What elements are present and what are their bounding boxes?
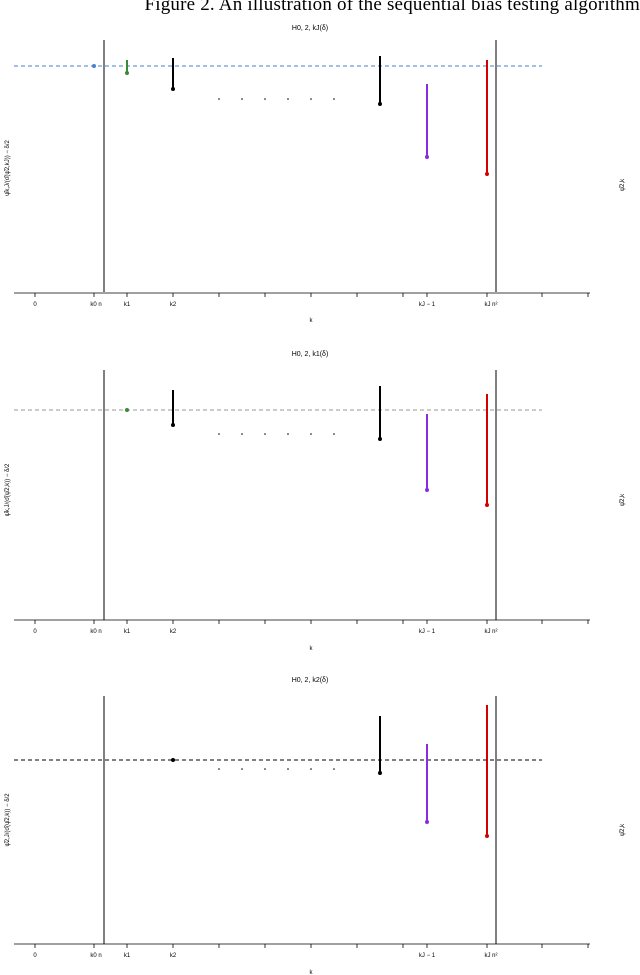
panel-2-tick-kJ: kJ n² (484, 629, 497, 635)
panel-3-tick-k1: k1 (124, 953, 131, 959)
panel-2-tick-0: 0 (33, 629, 37, 635)
panel-1-ellipsis (218, 98, 335, 100)
panel-2-point-kJ-2 (378, 437, 382, 441)
figure-caption: Figure 2. An illustration of the sequent… (144, 0, 640, 15)
panel-1: H0, 2, kJ(δ) 0 k0 n k1 (5, 25, 626, 324)
panel-1-point-k2 (171, 87, 175, 91)
panel-1-tick-k1: k1 (124, 302, 131, 308)
panel-2-point-kJ (485, 503, 489, 507)
panel-1-xlabel: k (310, 318, 314, 324)
panel-3-point-kJ-1 (425, 820, 429, 824)
panel-1-point-kJ (485, 172, 489, 176)
panel-3-start-dot (171, 758, 175, 762)
panel-3-tick-0: 0 (33, 953, 37, 959)
panel-1-tick-k0: k0 n (90, 302, 101, 308)
panel-2-start-dot (125, 408, 129, 412)
panel-3-right-label: ψ̂2,k (620, 823, 626, 836)
panel-1-point-k1 (125, 71, 129, 75)
panel-2-ellipsis (218, 433, 335, 435)
panel-2-tick-kJ-1: kJ − 1 (419, 629, 436, 635)
panel-3-xlabel: k (310, 970, 314, 975)
panel-1-point-kJ-1 (425, 155, 429, 159)
panel-3-point-kJ-2 (378, 771, 382, 775)
panel-3-title: H0, 2, k2(δ) (292, 677, 329, 684)
panel-3-tick-k0: k0 n (90, 953, 101, 959)
panel-2-point-k2 (171, 423, 175, 427)
panel-2-tick-k0: k0 n (90, 629, 101, 635)
panel-3-point-kJ (485, 834, 489, 838)
panel-1-tick-k2: k2 (170, 302, 177, 308)
panel-3-ylabel: ψ̂2,J/(σ̂(ψ̂2,k)) − δ/2 (5, 793, 11, 847)
panel-2-tick-k2: k2 (170, 629, 177, 635)
panel-1-tick-kJ-1: kJ − 1 (419, 302, 436, 308)
panel-1-right-label: ψ̂2,k (620, 178, 626, 191)
panel-3-ellipsis (218, 768, 335, 770)
panel-1-start-dot (92, 64, 96, 68)
panel-2-title: H0, 2, k1(δ) (292, 351, 329, 358)
panel-3-tick-kJ: kJ n² (484, 953, 497, 959)
panel-3: H0, 2, k2(δ) 0 k0 n k1 k2 kJ − 1 (5, 677, 626, 975)
panel-2-tick-k1: k1 (124, 629, 131, 635)
panel-3-ticks (34, 944, 589, 948)
panel-1-ticks (34, 293, 589, 297)
panel-2-ylabel: ψ̂k,J/(σ̂(ψ̂2,k)) − δ/2 (5, 463, 11, 516)
panel-1-tick-kJ: kJ n² (484, 302, 497, 308)
panel-2-ticks (34, 620, 589, 624)
panel-2-xlabel: k (310, 646, 314, 652)
panel-1-ylabel: ψ̂k,J/(σ̂(ψ̂2,kJ)) − δ/2 (5, 139, 11, 195)
panel-2-point-kJ-1 (425, 488, 429, 492)
panel-1-point-kJ-2 (378, 102, 382, 106)
panel-3-tick-kJ-1: kJ − 1 (419, 953, 436, 959)
panel-3-tick-k2: k2 (170, 953, 177, 959)
panel-2-right-label: ψ̂2,k (620, 493, 626, 506)
panel-1-title: H0, 2, kJ(δ) (292, 25, 328, 32)
panel-1-tick-0: 0 (33, 302, 37, 308)
panel-2: H0, 2, k1(δ) 0 k0 n k1 k2 (5, 351, 626, 652)
